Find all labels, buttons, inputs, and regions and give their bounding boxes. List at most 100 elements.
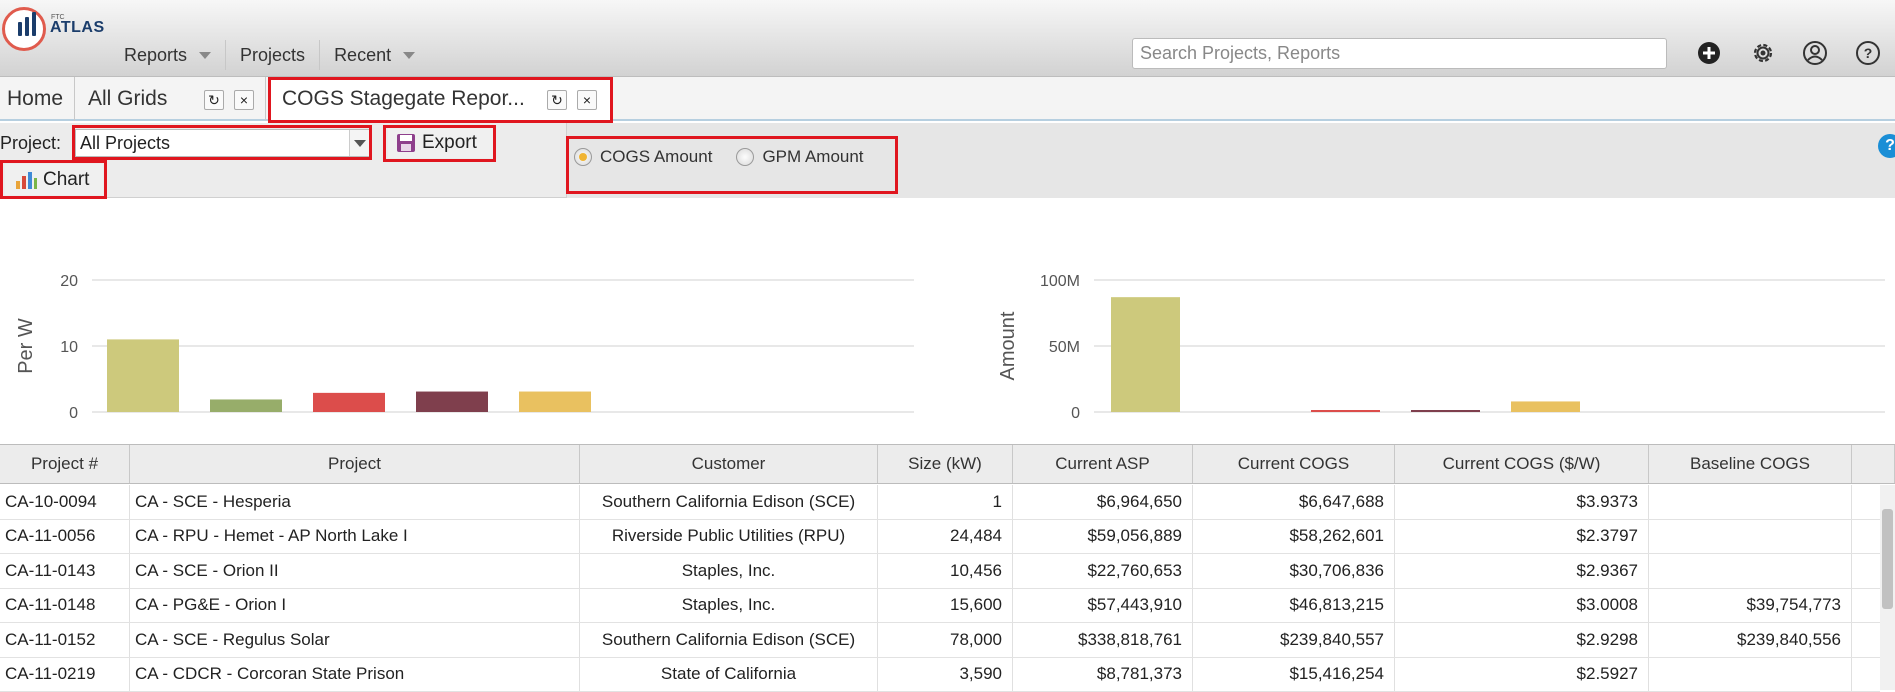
bar [1311,410,1380,412]
table-cell: State of California [580,658,878,692]
radio-button[interactable] [574,148,592,166]
gear-icon[interactable] [1750,40,1776,66]
save-icon [396,133,416,153]
table-cell [1649,554,1852,588]
help-icon[interactable]: ? [1878,134,1895,158]
table-cell: Staples, Inc. [580,589,878,623]
radio-gpm-amount[interactable]: GPM Amount [736,147,863,167]
table-cell: $46,813,215 [1193,589,1395,623]
radio-button[interactable] [736,148,754,166]
tab-all-grids-label: All Grids [88,87,167,111]
column-header[interactable]: Current COGS [1193,445,1395,483]
bar [210,399,282,412]
table-cell: $2.5927 [1395,658,1649,692]
tab-home[interactable]: Home [0,77,75,121]
nav-projects[interactable]: Projects [226,40,320,70]
bar [313,393,385,412]
chevron-down-icon[interactable] [349,130,369,156]
radio-gpm-label: GPM Amount [762,147,863,167]
nav-projects-label: Projects [240,45,305,66]
table-cell: Riverside Public Utilities (RPU) [580,520,878,554]
column-header[interactable]: Project [130,445,580,483]
amount-radio-group: COGS Amount GPM Amount [574,140,888,174]
column-header[interactable]: Current ASP [1013,445,1193,483]
nav-reports[interactable]: Reports [110,40,226,70]
chevron-down-icon [403,52,415,59]
chart-label: Chart [43,169,89,191]
close-icon[interactable]: × [577,90,597,110]
table-cell: CA-10-0094 [0,485,130,519]
y-axis-label: Amount [997,311,1019,380]
top-bar: FTC ATLAS Reports Projects Recent ? [0,0,1895,77]
table-cell [1649,520,1852,554]
y-tick-label: 50M [1049,339,1080,356]
table-cell: $6,964,650 [1013,485,1193,519]
main-nav: Reports Projects Recent [110,40,429,70]
table-cell: $3.9373 [1395,485,1649,519]
nav-recent[interactable]: Recent [320,40,429,70]
table-cell: 1 [878,485,1013,519]
table-cell: CA-11-0152 [0,623,130,657]
nav-recent-label: Recent [334,45,391,66]
logo-text: ATLAS [50,19,105,37]
column-header[interactable]: Customer [580,445,878,483]
close-icon[interactable]: × [234,90,254,110]
table-cell: CA - CDCR - Corcoran State Prison [130,658,580,692]
table-cell: CA - RPU - Hemet - AP North Lake I [130,520,580,554]
project-select-value: All Projects [80,133,170,153]
table-cell: CA - SCE - Regulus Solar [130,623,580,657]
tab-bar: Home All Grids ↻ × COGS Stagegate Repor.… [0,77,1895,121]
column-header[interactable]: Current COGS ($/W) [1395,445,1649,483]
nav-reports-label: Reports [124,45,187,66]
bar [1111,297,1180,412]
project-select[interactable]: All Projects [75,129,370,157]
bar [107,339,179,412]
add-icon[interactable] [1696,40,1722,66]
bar [1411,410,1480,412]
radio-cogs-amount[interactable]: COGS Amount [574,147,712,167]
bar [416,392,488,412]
user-icon[interactable] [1802,40,1828,66]
export-label: Export [422,132,477,154]
scrollbar-thumb[interactable] [1882,509,1893,609]
table-cell: $22,760,653 [1013,554,1193,588]
table-cell: $2.9298 [1395,623,1649,657]
refresh-icon[interactable]: ↻ [547,90,567,110]
table-cell: $39,754,773 [1649,589,1852,623]
column-header[interactable]: Baseline COGS [1649,445,1852,483]
table-cell: $239,840,556 [1649,623,1852,657]
table-cell: $6,647,688 [1193,485,1395,519]
table-cell: $2.3797 [1395,520,1649,554]
toolbar-filters: Project: All Projects Export Chart [0,123,567,198]
table-cell: CA-11-0056 [0,520,130,554]
help-circle-icon[interactable]: ? [1855,40,1881,66]
table-cell: Southern California Edison (SCE) [580,485,878,519]
vertical-scrollbar[interactable] [1880,485,1895,690]
bar-chart-icon [15,170,37,190]
logo-mark [2,7,46,51]
radio-cogs-label: COGS Amount [600,147,712,167]
column-header-filler [1852,445,1895,483]
chart-button[interactable]: Chart [5,164,103,195]
export-button[interactable]: Export [388,128,493,158]
table-cell: CA-11-0143 [0,554,130,588]
report-toolbar: Project: All Projects Export Chart [0,123,1895,198]
table-cell: CA - SCE - Orion II [130,554,580,588]
column-header[interactable]: Size (kW) [878,445,1013,483]
table-cell: $57,443,910 [1013,589,1193,623]
tab-cogs-stagegate-label: COGS Stagegate Repor... [282,87,525,111]
table-cell: 3,590 [878,658,1013,692]
table-cell: CA - PG&E - Orion I [130,589,580,623]
column-header[interactable]: Project # [0,445,130,483]
app-logo[interactable]: FTC ATLAS [2,3,102,53]
search-input[interactable] [1132,38,1667,69]
refresh-icon[interactable]: ↻ [204,90,224,110]
svg-text:?: ? [1864,45,1873,61]
